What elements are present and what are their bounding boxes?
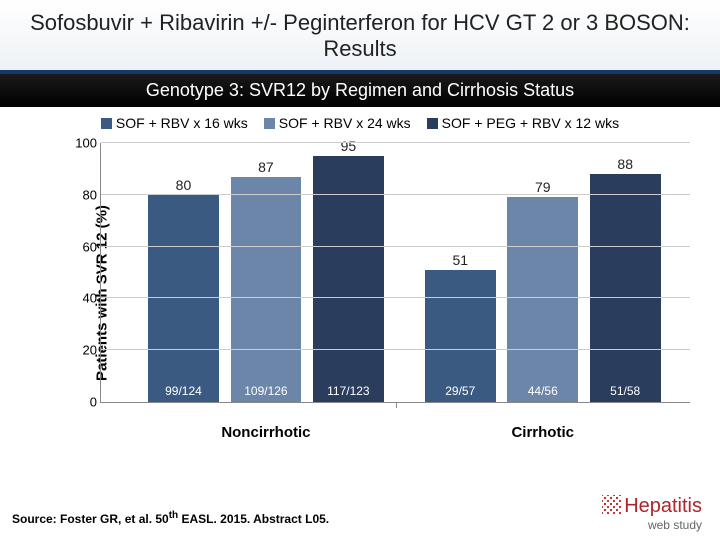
y-tick: 20 bbox=[71, 343, 97, 358]
bar-value: 87 bbox=[231, 159, 302, 175]
bar: 8851/58 bbox=[590, 174, 661, 402]
gridline bbox=[101, 246, 690, 247]
legend-swatch bbox=[427, 118, 438, 129]
bar: 87109/126 bbox=[231, 177, 302, 402]
gridline bbox=[101, 349, 690, 350]
bar-n: 109/126 bbox=[231, 384, 302, 398]
bar-value: 80 bbox=[148, 177, 219, 193]
slide-header: Sofosbuvir + Ribavirin +/- Peginterferon… bbox=[0, 0, 720, 74]
y-tick: 60 bbox=[71, 239, 97, 254]
gridline bbox=[101, 194, 690, 195]
brand-sub: web study bbox=[602, 518, 702, 532]
bar-n: 117/123 bbox=[313, 384, 384, 398]
legend-swatch bbox=[264, 118, 275, 129]
bar-n: 44/56 bbox=[507, 384, 578, 398]
x-axis-tick bbox=[396, 402, 397, 408]
plot-area: 8099/12487109/12695117/1235129/577944/56… bbox=[100, 143, 690, 403]
bar-n: 51/58 bbox=[590, 384, 661, 398]
bar: 8099/124 bbox=[148, 195, 219, 402]
y-tick: 0 bbox=[71, 395, 97, 410]
gridline bbox=[101, 142, 690, 143]
brand-name: Hepatitis bbox=[624, 495, 702, 517]
bar-n: 29/57 bbox=[425, 384, 496, 398]
legend-item: SOF + RBV x 16 wks bbox=[101, 115, 248, 131]
bar-value: 51 bbox=[425, 252, 496, 268]
y-tick: 80 bbox=[71, 187, 97, 202]
bar-value: 95 bbox=[313, 138, 384, 154]
bar-value: 88 bbox=[590, 156, 661, 172]
category-label: Cirrhotic bbox=[425, 424, 661, 441]
category-label: Noncirrhotic bbox=[148, 424, 384, 441]
y-tick: 40 bbox=[71, 291, 97, 306]
source-citation: Source: Foster GR, et al. 50th EASL. 201… bbox=[12, 510, 329, 526]
chart: Patients with SVR 12 (%) 8099/12487109/1… bbox=[70, 133, 700, 453]
bar: 7944/56 bbox=[507, 197, 578, 402]
gridline bbox=[101, 297, 690, 298]
legend: SOF + RBV x 16 wks SOF + RBV x 24 wks SOF … bbox=[0, 107, 720, 133]
bar-n: 99/124 bbox=[148, 384, 219, 398]
bar: 5129/57 bbox=[425, 270, 496, 402]
y-tick: 100 bbox=[71, 136, 97, 151]
slide-title: Sofosbuvir + Ribavirin +/- Peginterferon… bbox=[20, 10, 700, 62]
legend-item: SOF + PEG + RBV x 12 wks bbox=[427, 115, 619, 131]
legend-swatch bbox=[101, 118, 112, 129]
logo-icon bbox=[602, 495, 622, 515]
chart-title: Genotype 3: SVR12 by Regimen and Cirrhos… bbox=[0, 74, 720, 107]
legend-item: SOF + RBV x 24 wks bbox=[264, 115, 411, 131]
brand-logo: Hepatitis web study bbox=[602, 495, 702, 532]
